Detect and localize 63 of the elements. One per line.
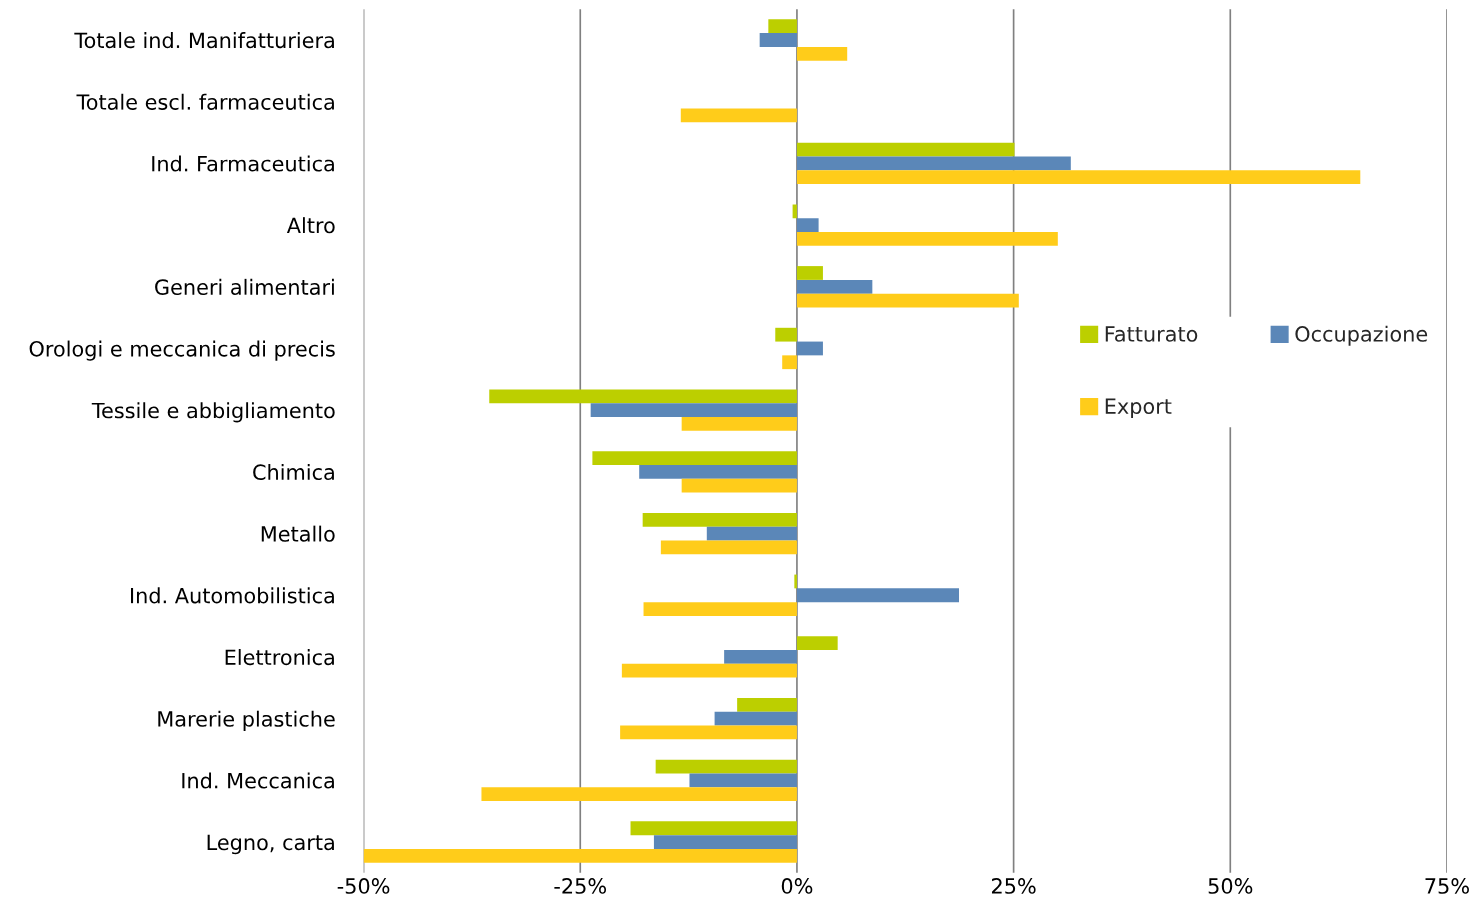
bar	[796, 46, 848, 61]
x-tick-label: 25%	[991, 878, 1036, 894]
y-tick-label: Legno, carta	[207, 834, 334, 855]
y-tick-label: Totale escl. farmaceutica	[76, 93, 334, 110]
bar	[363, 848, 797, 863]
y-tick-label: Metallo	[261, 525, 335, 542]
bar	[796, 341, 823, 356]
bar	[796, 588, 960, 603]
legend-label: Fatturato	[1105, 326, 1198, 342]
x-tick-label: -25%	[554, 878, 607, 894]
y-tick-label: Totale ind. Manifatturiera	[74, 32, 334, 49]
bar	[630, 821, 797, 836]
bar	[796, 142, 1015, 157]
bar	[489, 389, 797, 404]
bar	[660, 540, 797, 555]
bar	[706, 526, 797, 541]
bar	[481, 787, 797, 801]
bar	[768, 19, 797, 34]
bar	[592, 451, 797, 465]
bar	[620, 725, 797, 740]
bar	[680, 108, 797, 123]
y-tick-label: Marerie plastiche	[158, 710, 335, 731]
y-tick-label: Orologi e meccanica di precis	[29, 340, 335, 361]
bar	[681, 417, 797, 431]
bar	[796, 279, 873, 294]
bar	[759, 33, 797, 47]
bar	[643, 602, 797, 616]
y-tick-label: Chimica	[253, 463, 334, 481]
x-tick-label: -50%	[337, 878, 390, 894]
bar	[724, 650, 797, 664]
x-tick-label: 75%	[1425, 878, 1469, 894]
y-tick-label: Ind. Farmaceutica	[152, 155, 334, 172]
bar	[775, 327, 797, 342]
bar	[653, 835, 797, 849]
bar	[796, 231, 1058, 246]
bar	[737, 697, 797, 712]
y-tick-label: Elettronica	[225, 649, 334, 666]
bar	[796, 218, 819, 232]
bar	[655, 759, 797, 774]
x-tick-label: 50%	[1208, 878, 1253, 894]
bar	[796, 293, 1019, 308]
bar	[714, 711, 797, 726]
bar	[639, 464, 797, 479]
y-tick-label: Altro	[286, 217, 335, 234]
y-tick-label: Ind. Automobilistica	[131, 587, 334, 604]
bar	[681, 478, 797, 493]
bar	[590, 403, 797, 418]
bar	[794, 574, 797, 589]
legend-label: Occupazione	[1295, 325, 1428, 346]
y-tick-label: Ind. Meccanica	[182, 772, 334, 789]
x-tick-label: 0%	[781, 878, 813, 894]
bar	[796, 170, 1361, 185]
bar	[796, 636, 838, 651]
legend-label: Export	[1105, 398, 1172, 419]
bar	[796, 156, 1071, 171]
bar	[792, 204, 797, 219]
bar	[782, 355, 797, 370]
bar	[689, 773, 797, 788]
y-tick-label: Tessile e abbigliamento	[91, 402, 335, 423]
y-tick-label: Generi alimentari	[155, 278, 334, 295]
bar	[796, 266, 823, 280]
bar	[621, 663, 797, 678]
bar	[642, 512, 797, 527]
